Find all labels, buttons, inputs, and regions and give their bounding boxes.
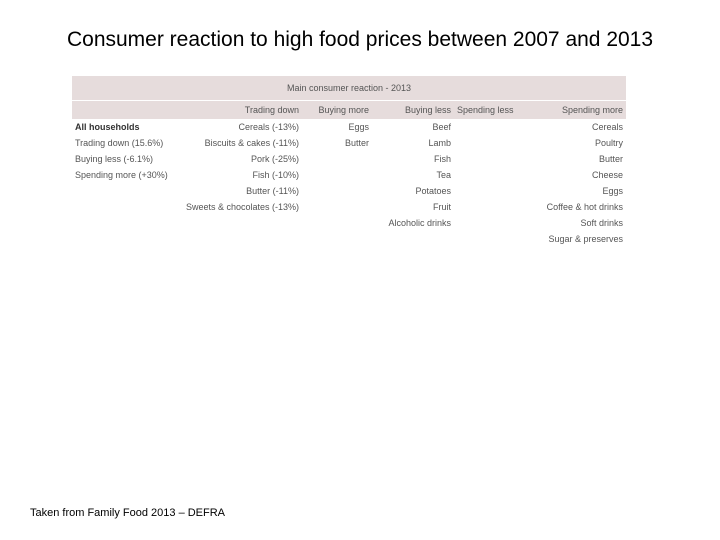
table-row: All households Cereals (-13%) Eggs Beef Cere… (72, 119, 626, 135)
header-cell (72, 100, 168, 119)
table-cell (454, 167, 524, 183)
table-cell (454, 119, 524, 135)
table-row: Sweets & chocolates (-13%) Fruit Coffee & … (72, 199, 626, 215)
header-cell-buying-less: Buying less (372, 100, 454, 119)
table-cell: Buying less (-6.1%) (75, 154, 154, 164)
consumer-reaction-table: Main consumer reaction - 2013 Trading do… (72, 76, 627, 247)
table-cell (72, 183, 168, 199)
table-cell: Potatoes (415, 186, 451, 196)
table-cell: Butter (344, 138, 369, 148)
table-cell (72, 215, 168, 231)
table-cell: Lamb (428, 138, 451, 148)
table-cell (454, 135, 524, 151)
table-cell: Fish (433, 154, 451, 164)
table-cell (454, 183, 524, 199)
table-cell (302, 167, 372, 183)
header-cell-trading-down: Trading down (168, 100, 302, 119)
table-cell (302, 183, 372, 199)
table-cell: Poultry (595, 138, 624, 148)
table-row: Sugar & preserves (72, 231, 626, 247)
table-cell (302, 151, 372, 167)
table-cell (454, 199, 524, 215)
header-cell-spending-more: Spending more (524, 100, 627, 119)
table-cell (302, 231, 372, 247)
table-cell (72, 231, 168, 247)
table-cell: Alcoholic drinks (388, 218, 451, 228)
table-cell: Trading down (15.6%) (75, 138, 164, 148)
table-cell (454, 215, 524, 231)
table-cell: Eggs (602, 186, 624, 196)
table-cell: Spending more (+30%) (75, 170, 168, 180)
table-cell: Butter (599, 154, 624, 164)
table-row: Alcoholic drinks Soft drinks (72, 215, 626, 231)
table-cell: Tea (436, 170, 451, 180)
table-cell: Sugar & preserves (548, 234, 624, 244)
table-cell: Soft drinks (580, 218, 624, 228)
table-cell: Beef (432, 122, 451, 132)
table-caption: Main consumer reaction - 2013 (72, 76, 627, 101)
table-caption-row: Main consumer reaction - 2013 (72, 76, 627, 101)
header-cell-buying-more: Buying more (302, 100, 372, 119)
table-cell: Eggs (348, 122, 369, 132)
table-cell: Biscuits & cakes (-11%) (204, 138, 299, 148)
table-cell: Cheese (592, 170, 624, 180)
table-cell: Fish (-10%) (252, 170, 299, 180)
slide-title: Consumer reaction to high food prices be… (66, 28, 654, 51)
table-cell: All households (75, 122, 140, 132)
table-cell (454, 151, 524, 167)
table-row: Spending more (+30%) Fish (-10%) Tea Cheese (72, 167, 626, 183)
table-cell: Sweets & chocolates (-13%) (185, 202, 299, 212)
table-cell (454, 231, 524, 247)
table-row: Butter (-11%) Potatoes Eggs (72, 183, 626, 199)
table-cell: Butter (-11%) (246, 186, 299, 196)
source-note: Taken from Family Food 2013 – DEFRA (30, 507, 226, 519)
table-cell: Cereals (592, 122, 624, 132)
table-cell (168, 231, 302, 247)
table-header-row: Trading down Buying more Buying less Spe… (72, 100, 627, 119)
table-cell: Fruit (433, 202, 451, 212)
table-cell: Cereals (-13%) (238, 122, 299, 132)
table-cell (302, 215, 372, 231)
table-row: Buying less (-6.1%) Pork (-25%) Fish Butter (72, 151, 626, 167)
table-cell: Pork (-25%) (250, 154, 299, 164)
table-body: All households Cereals (-13%) Eggs Beef Cere… (72, 119, 626, 247)
table-row: Trading down (15.6%) Biscuits & cakes (-1… (72, 135, 626, 151)
table-cell (372, 231, 454, 247)
table-cell: Coffee & hot drinks (546, 202, 624, 212)
table-cell (72, 199, 168, 215)
table-cell (302, 199, 372, 215)
table-cell (168, 215, 302, 231)
header-cell-spending-less: Spending less (454, 100, 524, 119)
